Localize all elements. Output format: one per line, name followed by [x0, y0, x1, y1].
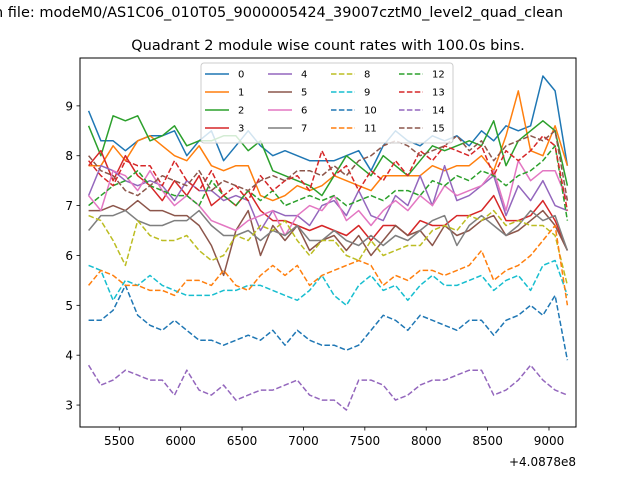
series-5-line	[88, 199, 569, 277]
figure-suptitle: n file: modeM0/AS1C06_010T05_9000005424_…	[0, 5, 563, 21]
legend-label-2: 2	[238, 106, 244, 117]
series-7-line	[88, 209, 569, 251]
legend-label-8: 8	[364, 70, 370, 81]
x-axis-offset-label: +4.0878e8	[509, 455, 576, 469]
series-9-line	[88, 259, 569, 307]
x-tick-label: 7000	[288, 434, 319, 448]
y-tick-label: 3	[65, 399, 73, 413]
series-6-line	[88, 159, 569, 237]
legend-label-3: 3	[238, 124, 244, 135]
legend-label-5: 5	[301, 88, 307, 99]
x-tick-label: 6000	[165, 434, 196, 448]
legend-label-14: 14	[432, 106, 445, 117]
series-3-line	[88, 149, 569, 251]
x-tick-label: 7500	[350, 434, 381, 448]
y-tick-label: 6	[65, 249, 73, 263]
legend-label-11: 11	[364, 124, 377, 135]
legend-label-15: 15	[432, 124, 445, 135]
legend-label-10: 10	[364, 106, 377, 117]
y-tick-label: 9	[65, 99, 73, 113]
series-15-line	[88, 130, 569, 201]
legend-label-1: 1	[238, 88, 244, 99]
legend-label-9: 9	[364, 88, 370, 99]
x-tick-label: 6500	[227, 434, 258, 448]
series-2-line	[87, 115, 569, 197]
axis-ticks: 5500 6000 6500 7000 7500 8000 8500 9000 3 4 5 6 7 8 9	[65, 99, 564, 448]
x-tick-label: 8500	[472, 434, 503, 448]
legend-label-13: 13	[432, 88, 445, 99]
axes-frame	[79, 57, 577, 428]
series-8-line	[88, 209, 569, 286]
x-tick-label: 9000	[534, 434, 565, 448]
series-11-line	[88, 224, 569, 306]
x-tick-label: 5500	[104, 434, 135, 448]
chart-title: Quadrant 2 module wise count rates with …	[131, 38, 525, 54]
legend-label-6: 6	[301, 106, 307, 117]
x-tick-label: 8000	[411, 434, 442, 448]
y-tick-label: 4	[65, 349, 73, 363]
y-tick-label: 5	[65, 299, 73, 313]
series-0-line	[87, 75, 569, 172]
legend-label-7: 7	[301, 124, 307, 135]
legend-label-4: 4	[301, 70, 307, 81]
y-tick-label: 8	[65, 149, 73, 163]
legend-label-12: 12	[432, 70, 445, 81]
plot-lines	[87, 75, 569, 411]
series-10-line	[88, 284, 569, 361]
series-1-line	[88, 90, 569, 202]
series-12-line	[88, 145, 569, 221]
legend-box	[200, 62, 454, 144]
legend-label-0: 0	[238, 70, 244, 81]
y-tick-label: 7	[65, 199, 73, 213]
